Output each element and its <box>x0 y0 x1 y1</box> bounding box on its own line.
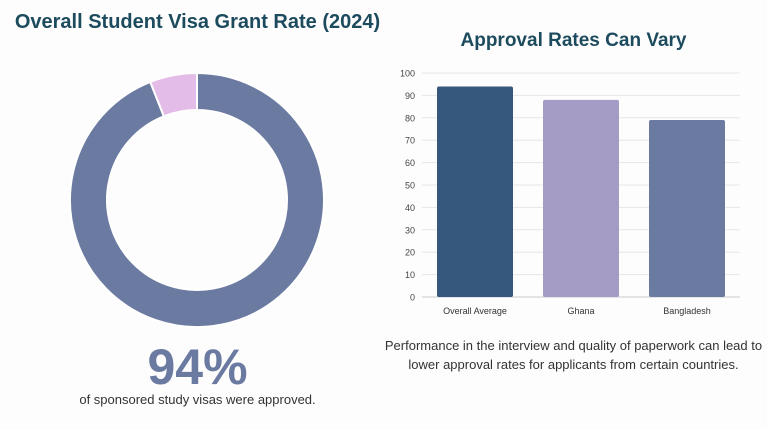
bar-1 <box>543 99 619 297</box>
y-tick-label: 90 <box>405 91 415 101</box>
y-tick-label: 0 <box>410 293 415 303</box>
donut-slice-0 <box>69 72 325 328</box>
y-tick-label: 30 <box>405 225 415 235</box>
donut-chart-title: Overall Student Visa Grant Rate (2024) <box>14 11 381 33</box>
bar-chart-title: Approval Rates Can Vary <box>460 30 687 51</box>
y-tick-label: 40 <box>405 203 415 213</box>
donut-slice-1 <box>148 72 198 118</box>
y-tick-label: 80 <box>405 113 415 123</box>
y-tick-label: 20 <box>405 248 415 258</box>
x-tick-label: Overall Average <box>443 306 507 316</box>
bar-chart-note: Performance in the interview and quality… <box>384 338 763 372</box>
y-tick-label: 50 <box>405 181 415 191</box>
y-tick-label: 100 <box>400 69 415 79</box>
bar-0 <box>437 86 513 297</box>
grant-rate-value: 94% <box>147 339 248 395</box>
y-tick-label: 60 <box>405 158 415 168</box>
donut-panel: Overall Student Visa Grant Rate (2024) 9… <box>14 11 381 407</box>
y-tick-label: 70 <box>405 136 415 146</box>
bar-panel: Approval Rates Can Vary 0 10 20 30 40 50 60 70 8… <box>380 0 767 430</box>
bar-chart: 0 10 20 30 40 50 60 70 80 90 100 Overall Average Gha… <box>400 69 740 316</box>
bar-2 <box>649 120 725 297</box>
y-tick-label: 10 <box>405 270 415 280</box>
x-tick-label: Bangladesh <box>663 306 711 316</box>
x-tick-label: Ghana <box>567 306 594 316</box>
donut-chart <box>69 72 325 328</box>
grant-rate-caption: of sponsored study visas were approved. <box>79 392 316 407</box>
